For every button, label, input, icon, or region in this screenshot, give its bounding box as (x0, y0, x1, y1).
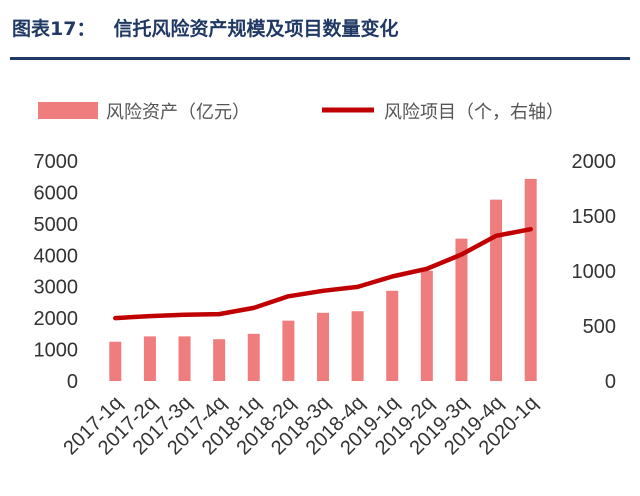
bar-2019-2q (420, 270, 433, 381)
line-point-2017-2q (149, 315, 151, 317)
y-left-tick-label: 1000 (34, 340, 79, 362)
bar-2020-1q (524, 178, 537, 381)
figure-title-text: 信托风险资产规模及项目数量变化 (113, 18, 399, 40)
line-point-2018-2q (287, 295, 289, 297)
y-right-tick-label: 2000 (572, 151, 617, 173)
y-left-tick-label: 3000 (34, 277, 79, 299)
line-point-2017-4q (218, 313, 220, 315)
bar-2019-4q (490, 199, 503, 381)
bar-2017-2q (143, 336, 156, 381)
bar-series (109, 178, 537, 381)
chart-legend: 风险资产（亿元） 风险项目（个，右轴） (38, 102, 564, 123)
chart-axes: 0 1000 2000 3000 4000 5000 6000 7000 0 500 1000 150… (34, 151, 617, 393)
line-point-2018-3q (322, 290, 324, 292)
bar-2017-4q (213, 339, 226, 381)
line-point-2020-1q (530, 228, 532, 230)
y-left-tick-label: 7000 (34, 151, 79, 173)
line-point-2017-3q (184, 314, 186, 316)
legend-label-line: 风险项目（个，右轴） (384, 102, 564, 123)
y-left-tick-label: 6000 (34, 182, 79, 204)
y-right-tick-label: 500 (583, 316, 616, 338)
y-left-tick-label: 4000 (34, 245, 79, 267)
figure-number: 图表17： (12, 18, 96, 40)
line-point-2019-1q (391, 276, 393, 277)
legend-swatch-bars (38, 102, 98, 119)
bar-2017-1q (109, 341, 122, 381)
y-right-tick-label: 1000 (572, 261, 617, 283)
line-point-2018-1q (253, 307, 255, 309)
title-divider (10, 57, 630, 60)
line-point-2019-2q (426, 268, 428, 270)
y-left-tick-label: 2000 (34, 308, 79, 330)
y-left-tick-label: 5000 (34, 214, 79, 236)
bar-2017-3q (178, 336, 191, 381)
y-right-tick-label: 1500 (572, 206, 617, 228)
x-axis-labels: 2017-1q2017-2q2017-3q2017-4q2018-1q2018-… (59, 392, 542, 459)
line-point-2017-1q (114, 317, 116, 319)
line-point-2019-3q (460, 254, 462, 255)
bar-2018-3q (317, 312, 329, 381)
y-left-tick-label: 0 (67, 371, 78, 393)
bar-2018-2q (282, 320, 295, 381)
bar-2019-3q (455, 238, 468, 381)
bar-2018-4q (351, 311, 364, 381)
line-point-2018-4q (357, 286, 359, 288)
bar-2018-1q (247, 333, 260, 381)
y-right-tick-label: 0 (605, 371, 616, 393)
line-risk-projects (113, 226, 533, 321)
figure-title: 图表17： 信托风险资产规模及项目数量变化 (12, 14, 398, 41)
line-point-2019-4q (495, 235, 497, 237)
line-series (113, 226, 533, 321)
legend-label-bars: 风险资产（亿元） (106, 102, 250, 123)
bar-2019-1q (386, 290, 399, 381)
